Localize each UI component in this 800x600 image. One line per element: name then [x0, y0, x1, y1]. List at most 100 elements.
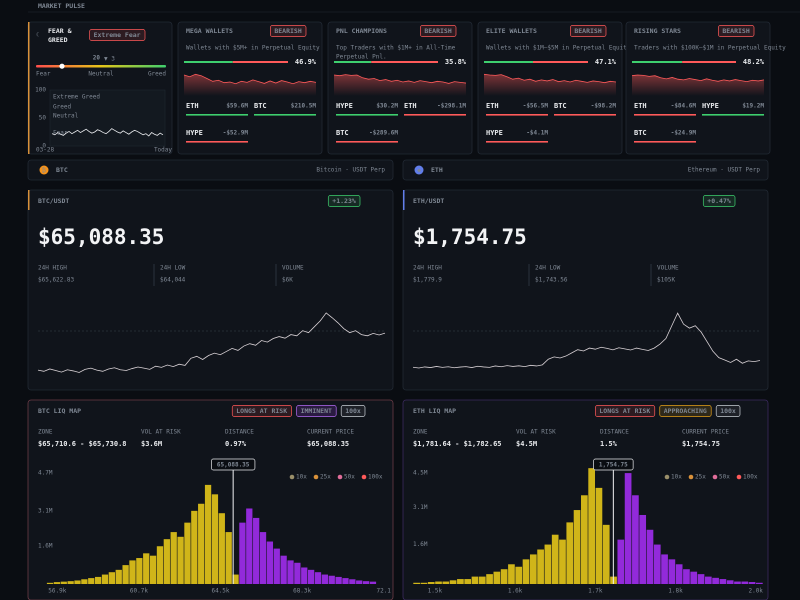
- stat-value: $105K: [657, 277, 675, 284]
- liq-bar: [232, 574, 239, 584]
- position-bar: [186, 114, 248, 116]
- liq-title: BTC LIQ MAP: [38, 407, 81, 415]
- long-share: [632, 61, 683, 63]
- x-tick-label: 56.9k: [48, 588, 66, 595]
- liq-badge: IMMINENT: [301, 407, 332, 415]
- liq-bar: [149, 555, 157, 584]
- stat-label: 24H HIGH: [38, 265, 67, 272]
- liq-bar: [108, 572, 116, 584]
- price-line: [37, 312, 386, 373]
- liq-bar: [413, 582, 420, 584]
- stat-label: DISTANCE: [600, 429, 629, 436]
- stat-label: CURRENT PRICE: [682, 429, 729, 436]
- legend-swatch: [664, 474, 670, 480]
- legend-swatch: [736, 474, 742, 480]
- liq-badge: 100x: [720, 407, 736, 415]
- gauge-label: Greed: [148, 71, 166, 78]
- card-title: PNL CHAMPIONS: [336, 27, 387, 35]
- asset: HYPE: [186, 129, 203, 137]
- x-tick-label: 1.8k: [668, 588, 683, 595]
- liq-bar: [266, 541, 274, 584]
- liq-bar: [726, 580, 734, 584]
- liq-bar: [184, 522, 191, 584]
- position-value: $30.2M: [376, 103, 398, 110]
- coin-icon-glyph: ₿: [42, 167, 46, 174]
- legend-label: 10x: [671, 474, 682, 481]
- zone-label: Greed: [53, 104, 71, 111]
- long-share-label: 47.1%: [595, 58, 617, 66]
- liq-bar: [449, 580, 457, 584]
- liq-bar: [551, 534, 559, 584]
- sparkline-area: [632, 75, 764, 96]
- liq-bar: [307, 569, 315, 584]
- gauge-label: Neutral: [88, 71, 114, 78]
- change-badge: +1.23%: [332, 197, 356, 205]
- liq-bar: [314, 572, 322, 584]
- stat-value: $3.6M: [141, 440, 162, 448]
- liq-bar: [225, 532, 232, 584]
- liq-bar: [493, 571, 501, 584]
- stat-label: VOL AT RISK: [516, 429, 556, 436]
- position-bar: [702, 114, 764, 116]
- stat-value: $65,088.35: [307, 440, 349, 448]
- current-price-box: [593, 458, 634, 471]
- asset: BTC: [554, 102, 567, 110]
- liq-bar: [280, 555, 287, 584]
- position-value: -$56.5M: [523, 103, 549, 110]
- liq-bar: [588, 468, 595, 584]
- accent: [28, 190, 30, 210]
- stat-value: 0.97%: [225, 440, 247, 448]
- liq-bar: [273, 548, 280, 584]
- x-tick-label: Today: [154, 147, 172, 154]
- card-title: FEAR &: [48, 27, 72, 35]
- legend-label: 100x: [743, 474, 758, 481]
- stat-label: 24H LOW: [535, 265, 561, 272]
- asset: HYPE: [702, 102, 719, 110]
- liq-bar: [420, 582, 428, 584]
- liq-bar: [356, 580, 363, 584]
- stat-value: $1,754.75: [682, 440, 720, 448]
- short-share: [371, 61, 438, 63]
- liq-badge-box: [340, 405, 366, 417]
- position-bar: [634, 114, 696, 116]
- stat-value: $1,781.64 - $1,782.65: [413, 440, 502, 448]
- section-title: MARKET PULSE: [38, 2, 85, 10]
- position-bar: [634, 141, 696, 143]
- sparkline: [333, 74, 467, 84]
- asset: HYPE: [486, 129, 503, 137]
- liq-bar: [67, 581, 74, 584]
- asset: BTC: [336, 129, 349, 137]
- liq-bar: [287, 560, 294, 584]
- symbol: ETH: [431, 166, 443, 174]
- gauge-track: [36, 65, 166, 68]
- legend-label: 25x: [695, 474, 706, 481]
- liq-bar: [537, 549, 544, 584]
- status-badge: Extreme Fear: [94, 31, 141, 39]
- legend-swatch: [313, 474, 319, 480]
- position-bar: [336, 141, 398, 143]
- liq-bar: [259, 532, 267, 584]
- y-tick-label: 3.1M: [413, 504, 428, 511]
- liq-bar: [177, 536, 184, 584]
- liq-bar: [253, 517, 260, 584]
- liq-bar: [683, 569, 690, 584]
- x-tick-label: 1.7k: [588, 588, 603, 595]
- coin-icon: [414, 165, 424, 175]
- stat-label: CURRENT PRICE: [307, 429, 354, 436]
- asset: ETH: [486, 102, 499, 110]
- zone-box: [49, 89, 166, 147]
- liq-bar: [697, 574, 705, 584]
- status-badge-box: [270, 25, 307, 37]
- y-tick-label: 4.5M: [413, 470, 428, 477]
- liq-bar: [442, 581, 450, 584]
- long-share-label: 46.9%: [295, 58, 317, 66]
- legend-swatch: [712, 474, 718, 480]
- stat-label: VOLUME: [282, 265, 304, 272]
- legend-label: 10x: [296, 474, 307, 481]
- liq-title: ETH LIQ MAP: [413, 407, 456, 415]
- card-title: ELITE WALLETS: [486, 27, 537, 35]
- liq-bar: [301, 567, 308, 584]
- liq-bar: [741, 581, 749, 584]
- x-tick-label: 1.5k: [428, 588, 443, 595]
- liq-bar: [573, 510, 581, 584]
